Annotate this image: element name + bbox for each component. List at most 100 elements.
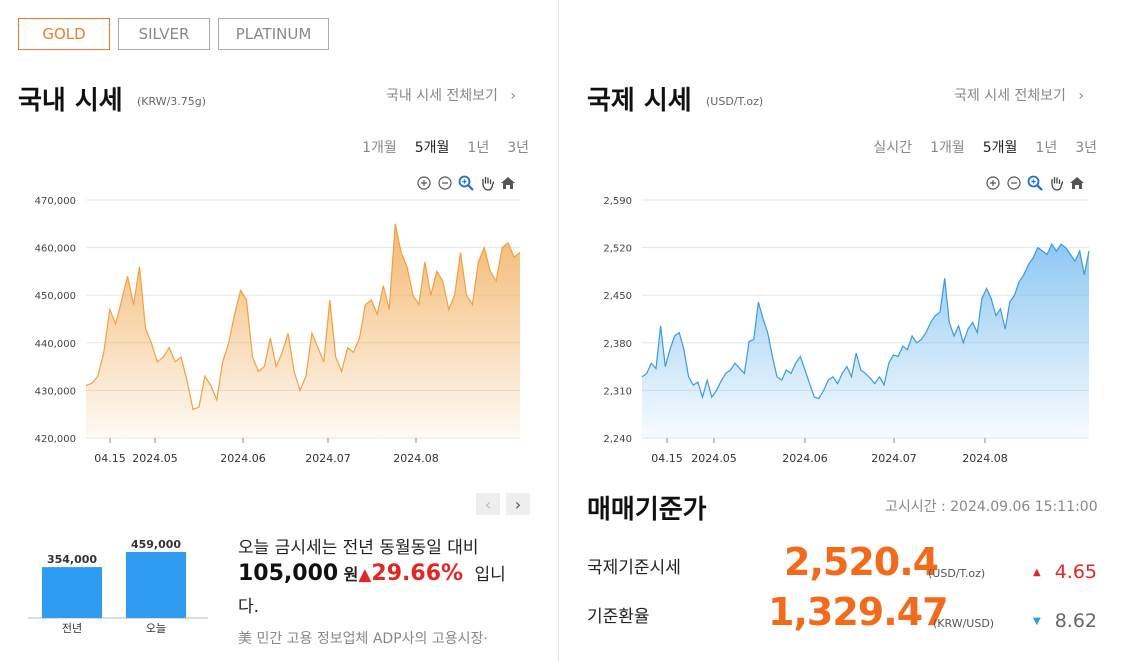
tab-silver[interactable]: SILVER (118, 18, 210, 50)
bar-value-label: 354,000 (47, 553, 97, 566)
news-suffix: 입니 (474, 565, 506, 585)
y-tick-label: 2,240 (603, 434, 632, 445)
y-tick-label: 2,590 (603, 196, 632, 207)
y-tick-label: 2,380 (603, 339, 632, 350)
zoom-in-icon[interactable] (416, 175, 432, 191)
domestic-price-chart[interactable]: 470,000 460,000 450,000 440,000 430,000 420,0… (0, 190, 540, 470)
exchange-rate-change: ▼ 8.62 (1033, 610, 1097, 632)
zoom-in-icon[interactable] (985, 175, 1001, 191)
notice-time: 고시시간 : 2024.09.06 15:11:00 (885, 499, 1098, 515)
x-tick-label: 2024.07 (305, 452, 351, 465)
domestic-period-1y[interactable]: 1년 (467, 140, 490, 156)
exchange-rate-unit: (KRW/USD) (933, 617, 995, 630)
tab-gold[interactable]: GOLD (18, 18, 110, 50)
exchange-rate-label: 기준환율 (587, 607, 650, 627)
chevron-right-icon: › (510, 88, 517, 104)
domestic-title: 국내 시세 (18, 86, 123, 116)
tab-platinum[interactable]: PLATINUM (218, 18, 329, 50)
news-percent: 29.66% (371, 561, 464, 586)
year-comparison-chart: 354,000 전년 459,000 오늘 (28, 538, 208, 635)
x-tick-label: 2024.08 (393, 452, 439, 465)
domestic-chart-toolbar (416, 175, 516, 191)
domestic-view-all-link[interactable]: 국내 시세 전체보기 › (386, 85, 516, 105)
domestic-period-5m[interactable]: 5개월 (414, 140, 450, 156)
x-tick-label: 04.15 (94, 452, 126, 465)
chevron-right-icon: › (1078, 88, 1085, 104)
magnifier-icon[interactable] (458, 175, 474, 191)
news-line-3: 다. (238, 597, 260, 617)
x-tick-label: 2024.07 (871, 452, 917, 465)
x-tick-label: 2024.06 (220, 452, 266, 465)
bar-category-label: 오늘 (146, 622, 166, 635)
y-tick-label: 450,000 (35, 291, 76, 302)
news-won: 원 (343, 565, 359, 584)
intl-view-all-link[interactable]: 국제 시세 전체보기 › (954, 85, 1084, 105)
intl-title: 국제 시세 (587, 86, 692, 116)
intl-base-label: 국제기준시세 (587, 558, 681, 578)
base-price-title: 매매기준가 (587, 495, 707, 525)
intl-period-tabs: 실시간 1개월 5개월 1년 3년 (873, 137, 1097, 157)
intl-price-chart[interactable]: 2,590 2,520 2,450 2,380 2,310 2,240 04.15 2024.… (570, 190, 1110, 470)
zoom-out-icon[interactable] (1006, 175, 1022, 191)
intl-unit: (USD/T.oz) (706, 95, 764, 108)
exchange-rate-value: 1,329.47 (768, 590, 949, 634)
domestic-period-1m[interactable]: 1개월 (362, 140, 397, 156)
news-line-1: 오늘 금시세는 전년 동월동일 대비 (238, 538, 479, 558)
intl-base-change-value: 4.65 (1054, 561, 1098, 583)
y-tick-label: 2,310 (603, 386, 632, 397)
y-tick-label: 2,450 (603, 291, 632, 302)
magnifier-icon[interactable] (1027, 175, 1043, 191)
y-tick-label: 440,000 (35, 339, 76, 350)
zoom-out-icon[interactable] (437, 175, 453, 191)
y-tick-label: 470,000 (35, 196, 76, 207)
domestic-unit: (KRW/3.75g) (137, 95, 207, 108)
intl-base-unit: (USD/T.oz) (928, 567, 986, 580)
news-pager: ‹ › (476, 493, 530, 515)
domestic-period-tabs: 1개월 5개월 1년 3년 (362, 137, 529, 157)
x-tick-label: 2024.06 (782, 452, 828, 465)
exchange-rate-change-value: 8.62 (1054, 610, 1098, 632)
intl-period-realtime[interactable]: 실시간 (873, 140, 913, 156)
intl-period-1m[interactable]: 1개월 (930, 140, 965, 156)
hand-pan-icon[interactable] (1048, 175, 1064, 191)
column-divider (558, 0, 559, 661)
chevron-left-icon: ‹ (484, 494, 492, 514)
home-icon[interactable] (500, 175, 516, 191)
intl-base-change: ▲ 4.65 (1033, 561, 1097, 583)
up-arrow-icon: ▲ (358, 565, 372, 585)
up-arrow-icon: ▲ (1033, 567, 1041, 578)
x-tick-label: 2024.05 (132, 452, 178, 465)
intl-period-5m[interactable]: 5개월 (982, 140, 1018, 156)
intl-view-all-label: 국제 시세 전체보기 (954, 88, 1066, 104)
y-tick-label: 460,000 (35, 244, 76, 255)
bar-category-label: 전년 (62, 622, 82, 635)
comparison-bar (126, 552, 186, 618)
intl-base-value: 2,520.4 (784, 540, 939, 584)
pager-next-button[interactable]: › (506, 493, 530, 515)
domestic-period-3y[interactable]: 3년 (507, 140, 529, 156)
x-tick-label: 2024.08 (962, 452, 1008, 465)
intl-chart-toolbar (985, 175, 1085, 191)
bar-value-label: 459,000 (131, 538, 181, 551)
price-area (86, 223, 520, 438)
y-tick-label: 2,520 (603, 244, 632, 255)
chevron-right-icon: › (514, 494, 522, 514)
news-line-2: 105,000 원▲29.66% 입니 (238, 560, 506, 586)
price-area (642, 244, 1089, 438)
news-headline-link[interactable]: 美 민간 고용 정보업체 ADP사의 고용시장· (238, 631, 488, 647)
price-line (85, 223, 521, 411)
x-tick-label: 04.15 (651, 452, 683, 465)
pager-prev-button[interactable]: ‹ (476, 493, 500, 515)
x-tick-label: 2024.05 (691, 452, 737, 465)
domestic-view-all-label: 국내 시세 전체보기 (386, 88, 498, 104)
home-icon[interactable] (1069, 175, 1085, 191)
comparison-bar (42, 567, 102, 618)
news-amount: 105,000 (238, 561, 339, 586)
price-line (641, 242, 1090, 400)
intl-period-3y[interactable]: 3년 (1075, 140, 1097, 156)
intl-period-1y[interactable]: 1년 (1035, 140, 1058, 156)
hand-pan-icon[interactable] (479, 175, 495, 191)
y-tick-label: 420,000 (35, 434, 76, 445)
down-arrow-icon: ▼ (1033, 616, 1041, 627)
metal-tabs: GOLD SILVER PLATINUM (18, 18, 329, 50)
